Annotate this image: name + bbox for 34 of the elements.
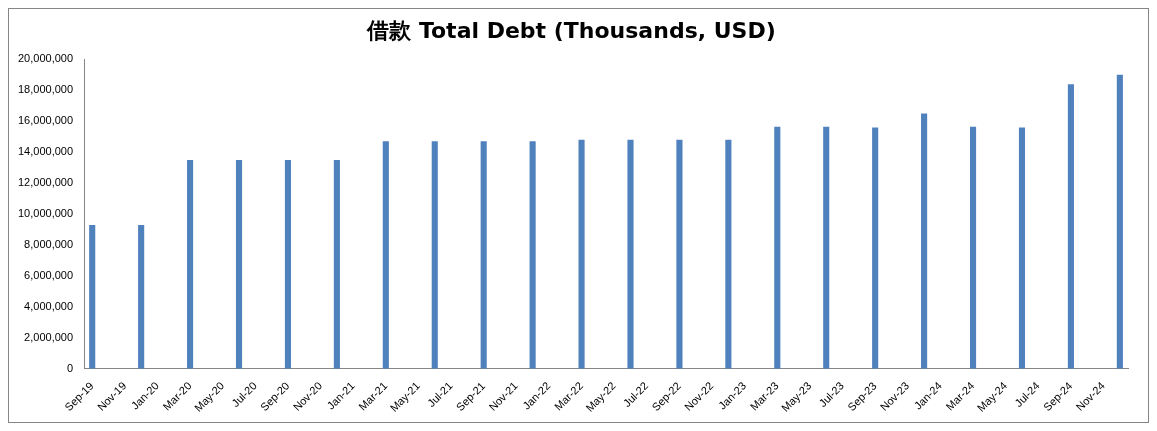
bar xyxy=(921,113,928,369)
y-tick-label: 14,000,000 xyxy=(17,145,74,158)
y-tick-label: 6,000,000 xyxy=(24,268,74,281)
y-tick-label: 4,000,000 xyxy=(24,299,74,312)
bar xyxy=(431,141,438,369)
bar xyxy=(823,126,830,369)
bar xyxy=(89,224,96,369)
bar xyxy=(1067,84,1074,369)
bar xyxy=(1116,74,1123,369)
bar xyxy=(235,159,243,369)
bar xyxy=(578,139,585,369)
y-tick-label: 16,000,000 xyxy=(17,114,74,127)
bar xyxy=(529,141,536,369)
y-tick-label: 8,000,000 xyxy=(24,238,74,251)
bar xyxy=(872,127,879,369)
bar xyxy=(187,159,194,369)
bar xyxy=(969,126,977,369)
bar xyxy=(627,139,634,369)
y-tick-label: 10,000,000 xyxy=(17,207,74,220)
y-tick-label: 0 xyxy=(66,361,74,374)
bar xyxy=(774,126,781,369)
bar xyxy=(333,159,340,369)
bar xyxy=(1018,127,1026,369)
y-tick-label: 12,000,000 xyxy=(17,176,74,189)
bar xyxy=(676,139,683,369)
y-tick-label: 20,000,000 xyxy=(17,52,74,65)
bar xyxy=(725,139,732,369)
bar xyxy=(138,224,145,369)
bar xyxy=(480,141,487,369)
bar xyxy=(284,159,292,369)
y-tick-label: 18,000,000 xyxy=(17,83,74,96)
chart-title: 借款 Total Debt (Thousands, USD) xyxy=(366,17,776,43)
y-tick-label: 2,000,000 xyxy=(24,330,74,343)
bar xyxy=(382,141,389,369)
